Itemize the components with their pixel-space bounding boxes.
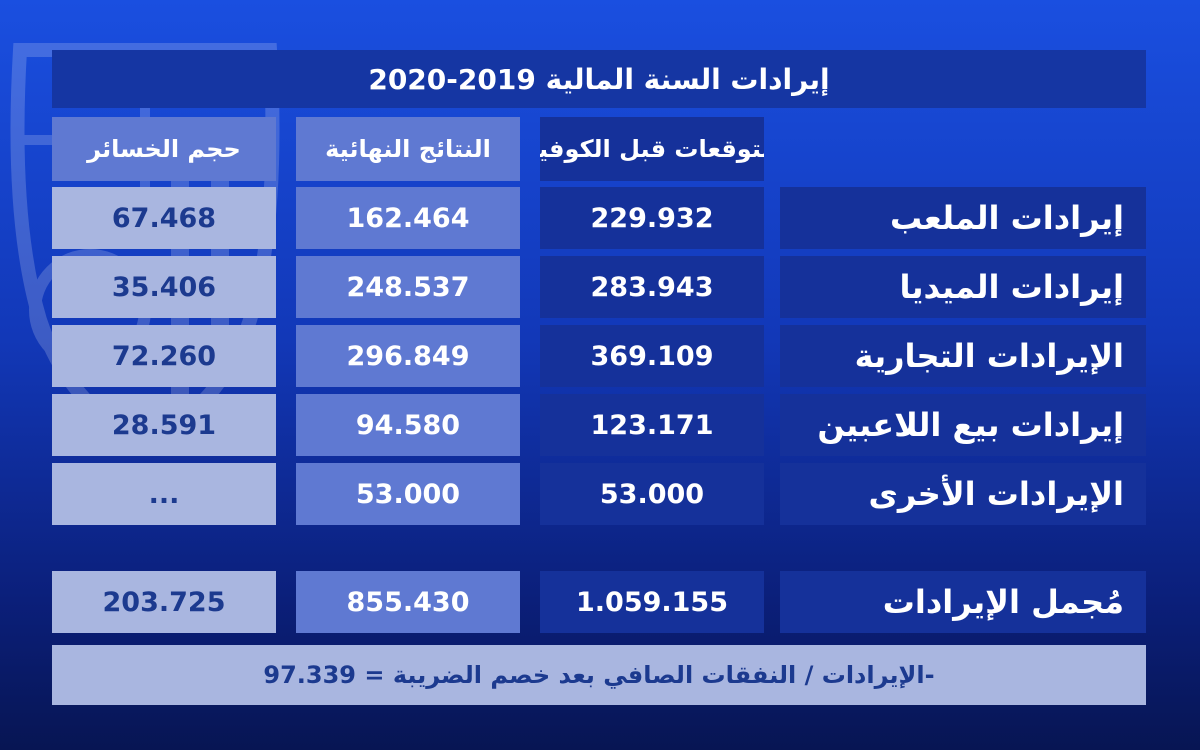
cell-losses: 67.468 bbox=[52, 187, 276, 249]
total-final: 855.430 bbox=[296, 571, 520, 633]
cell-pre-covid: 369.109 bbox=[540, 325, 764, 387]
cell-pre-covid: 283.943 bbox=[540, 256, 764, 318]
cell-final: 162.464 bbox=[296, 187, 520, 249]
cell-losses: 28.591 bbox=[52, 394, 276, 456]
row-label: إيرادات الميديا bbox=[780, 256, 1146, 318]
header-pre-covid: التوقعات قبل الكوفيد bbox=[540, 117, 764, 181]
cell-losses: 35.406 bbox=[52, 256, 276, 318]
total-losses: 203.725 bbox=[52, 571, 276, 633]
cell-final: 94.580 bbox=[296, 394, 520, 456]
page-title: إيرادات السنة المالية 2019-2020 bbox=[52, 50, 1146, 108]
row-label: الإيرادات الأخرى bbox=[780, 463, 1146, 525]
cell-pre-covid: 123.171 bbox=[540, 394, 764, 456]
cell-losses: ... bbox=[52, 463, 276, 525]
row-label: الإيرادات التجارية bbox=[780, 325, 1146, 387]
total-label: مُجمل الإيرادات bbox=[780, 571, 1146, 633]
header-final-results: النتائج النهائية bbox=[296, 117, 520, 181]
header-losses: حجم الخسائر bbox=[52, 117, 276, 181]
cell-pre-covid: 53.000 bbox=[540, 463, 764, 525]
total-pre-covid: 1.059.155 bbox=[540, 571, 764, 633]
net-result-line: الإيرادات / النفقات الصافي بعد خصم الضري… bbox=[52, 645, 1146, 705]
cell-losses: 72.260 bbox=[52, 325, 276, 387]
cell-final: 53.000 bbox=[296, 463, 520, 525]
cell-final: 248.537 bbox=[296, 256, 520, 318]
row-label: إيرادات الملعب bbox=[780, 187, 1146, 249]
row-label: إيرادات بيع اللاعبين bbox=[780, 394, 1146, 456]
cell-final: 296.849 bbox=[296, 325, 520, 387]
cell-pre-covid: 229.932 bbox=[540, 187, 764, 249]
